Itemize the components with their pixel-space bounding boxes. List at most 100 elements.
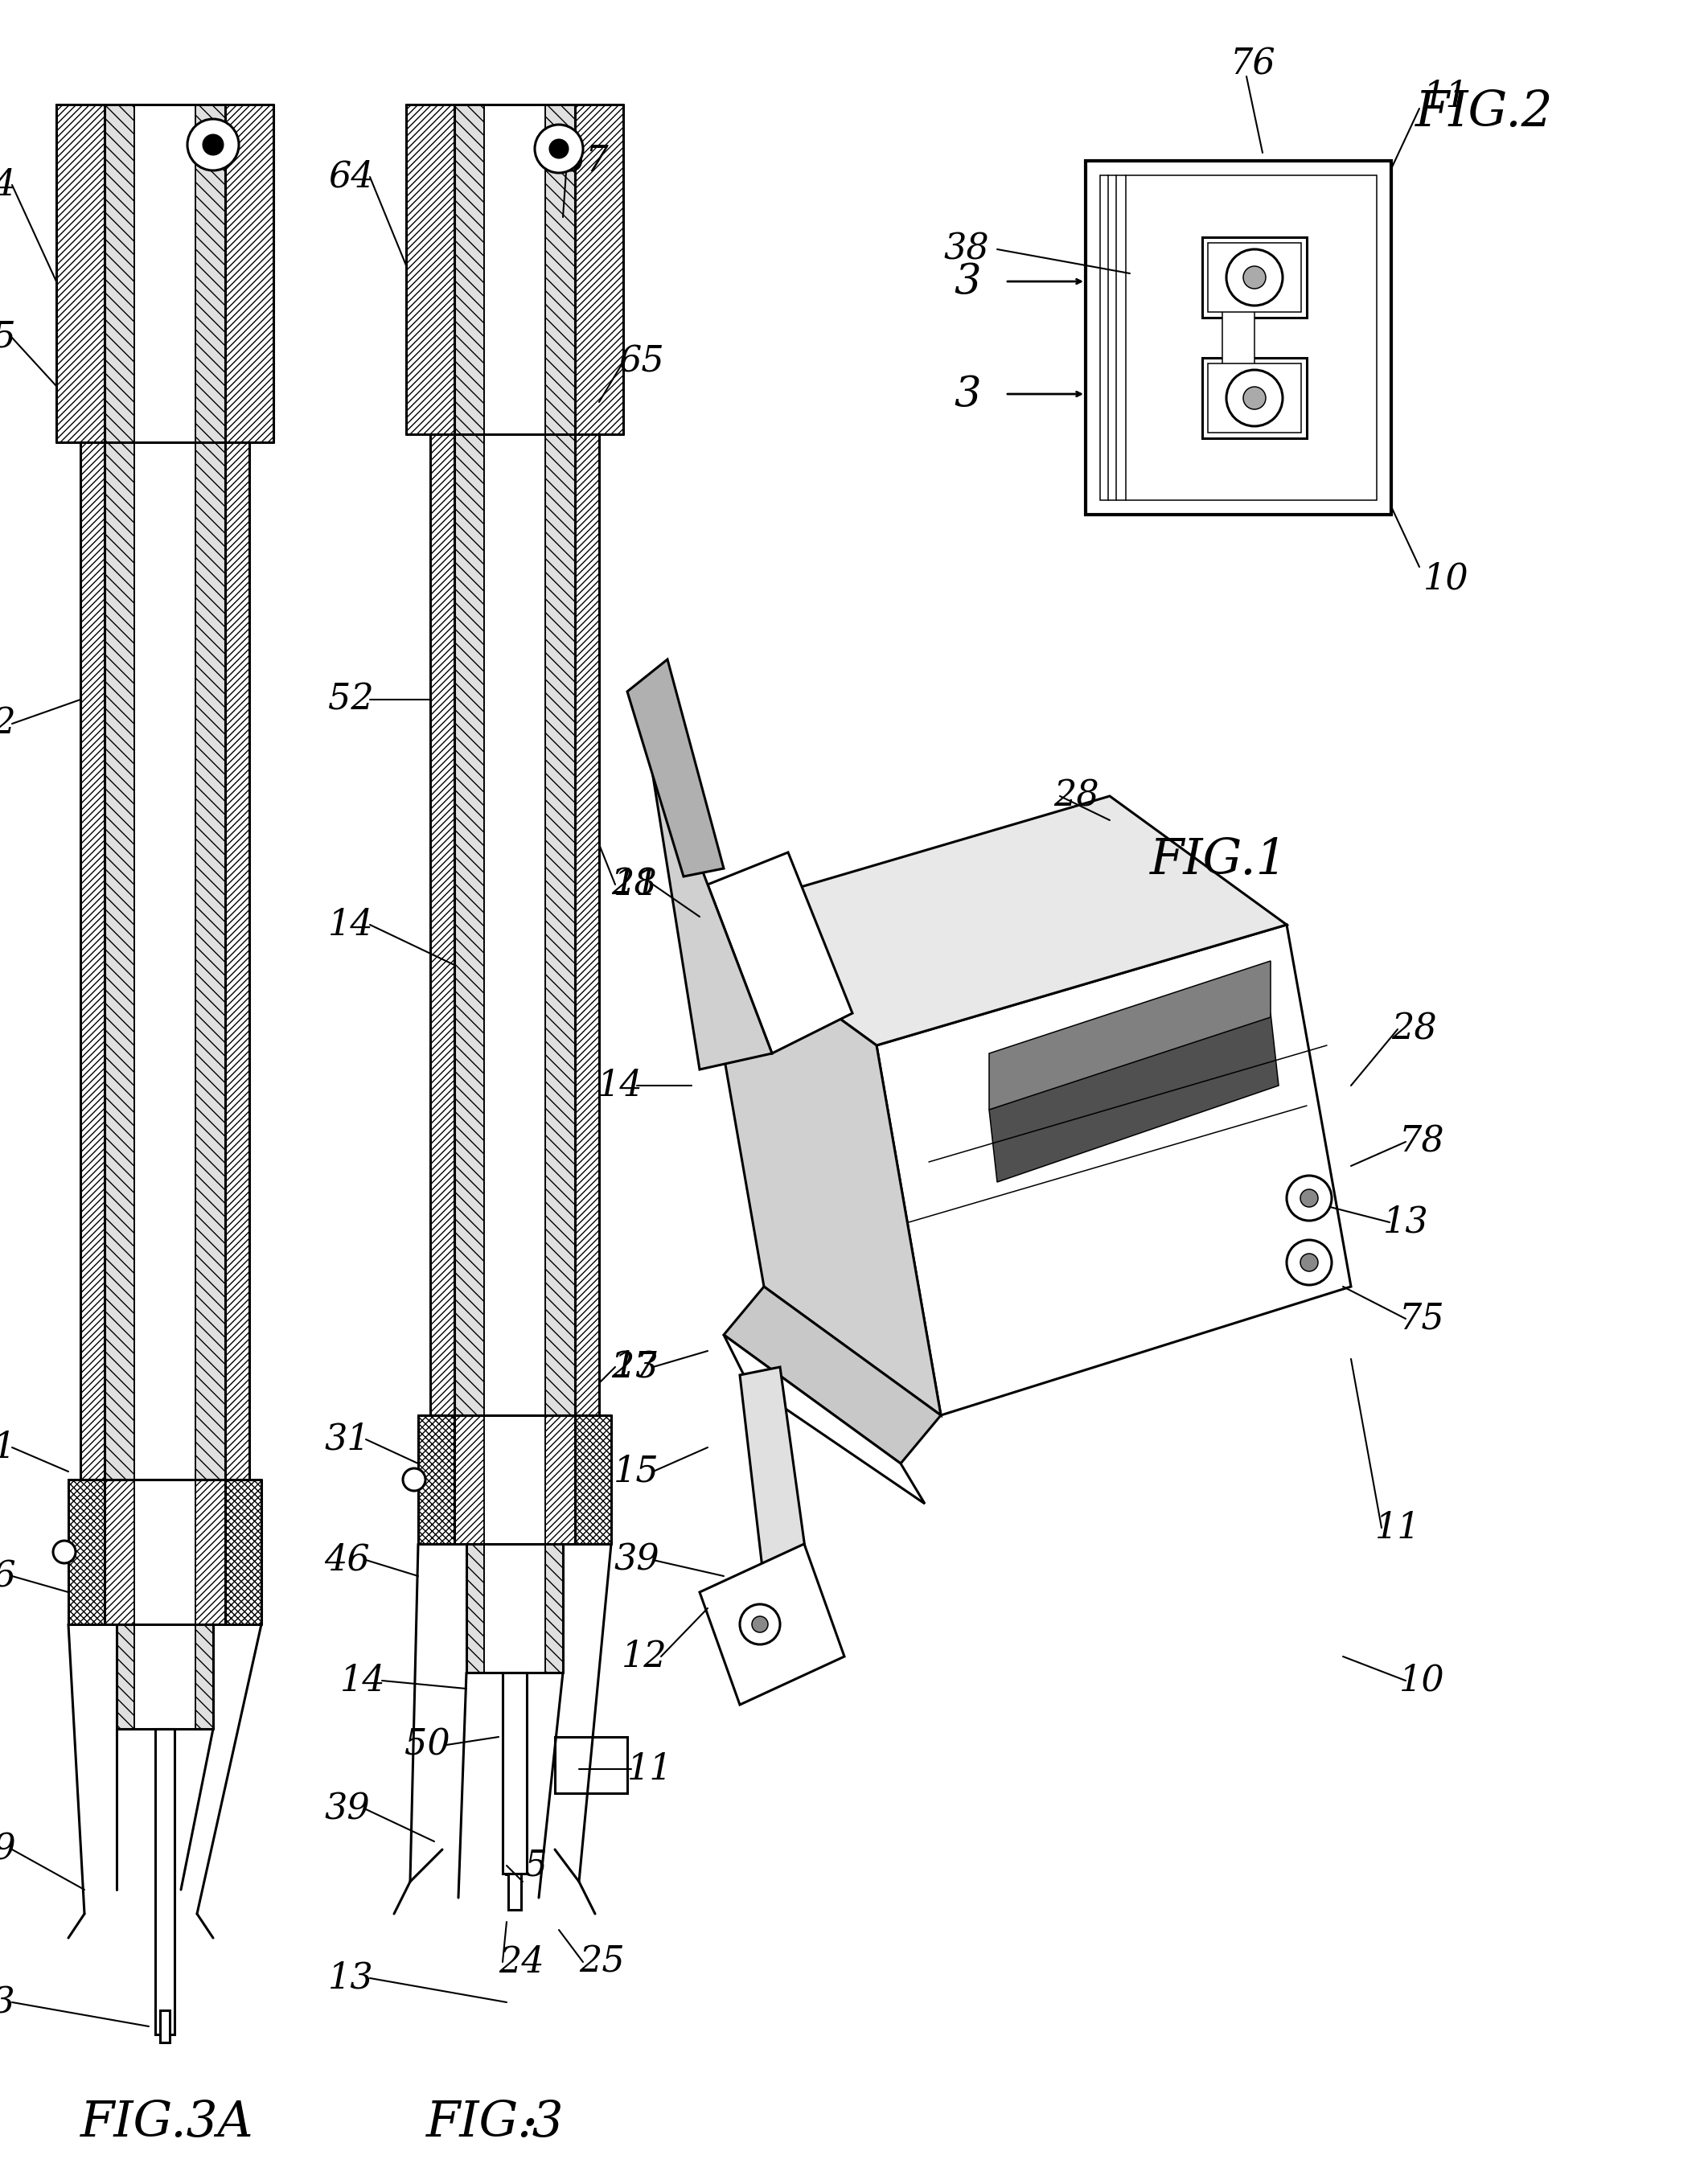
Bar	[575, 435, 598, 1415]
Bar	[484, 435, 546, 1415]
Text: FIG.2: FIG.2	[1416, 90, 1554, 138]
Bar	[224, 105, 274, 443]
Circle shape	[536, 124, 583, 173]
Text: 11: 11	[627, 1752, 673, 1787]
Bar	[68, 1479, 262, 1625]
Circle shape	[1300, 1190, 1318, 1208]
Polygon shape	[700, 917, 940, 1415]
Text: 28: 28	[1391, 1011, 1436, 1046]
Polygon shape	[627, 660, 724, 876]
Text: 57: 57	[563, 144, 609, 179]
Bar	[546, 105, 575, 435]
Bar	[575, 105, 624, 435]
Polygon shape	[724, 1286, 940, 1463]
Text: 50: 50	[405, 1728, 451, 1762]
Polygon shape	[700, 797, 1287, 1046]
Text: 28: 28	[612, 867, 656, 902]
Bar	[466, 1544, 484, 1673]
Polygon shape	[700, 1544, 845, 1706]
Text: 15: 15	[614, 1455, 660, 1489]
Bar	[160, 2009, 170, 2042]
Circle shape	[53, 1540, 75, 1564]
Text: 14: 14	[598, 1068, 643, 1103]
Bar	[134, 105, 196, 443]
Bar	[484, 1415, 546, 1544]
Bar	[554, 1736, 627, 1793]
Circle shape	[1287, 1175, 1331, 1221]
Text: 24: 24	[498, 1944, 544, 1979]
Bar	[196, 1625, 212, 1730]
Circle shape	[751, 1616, 768, 1631]
Text: 14: 14	[340, 1664, 386, 1697]
Text: 13: 13	[1384, 1206, 1428, 1241]
Text: ·: ·	[522, 2099, 539, 2156]
Text: 3: 3	[954, 373, 981, 415]
Bar	[1100, 175, 1377, 500]
Bar	[546, 1544, 563, 1673]
Bar	[503, 1673, 527, 1874]
Bar	[1222, 306, 1255, 369]
Bar	[454, 105, 484, 435]
Text: 39: 39	[325, 1791, 371, 1826]
Bar	[117, 1625, 134, 1730]
Text: 75: 75	[1399, 1302, 1445, 1337]
Bar	[80, 443, 104, 1479]
Bar	[196, 443, 224, 1479]
Bar	[1086, 162, 1391, 515]
Bar	[406, 105, 454, 435]
Polygon shape	[989, 961, 1270, 1109]
Bar	[134, 443, 196, 1479]
Text: 13: 13	[614, 1350, 660, 1385]
Bar	[430, 435, 454, 1415]
Bar	[1202, 238, 1307, 317]
Text: 12: 12	[622, 1640, 668, 1673]
Text: 13: 13	[0, 1985, 15, 2020]
Text: 52: 52	[328, 681, 374, 716]
Text: 10: 10	[1399, 1664, 1445, 1697]
Circle shape	[403, 1468, 425, 1492]
Text: 3: 3	[954, 260, 981, 301]
Text: 25: 25	[580, 1944, 624, 1979]
Text: 10: 10	[1423, 561, 1469, 596]
Bar	[1209, 363, 1300, 432]
Text: 11: 11	[614, 867, 660, 902]
Bar	[418, 1415, 612, 1544]
Circle shape	[204, 135, 223, 155]
Text: 65: 65	[619, 345, 665, 380]
Text: FIG.3A: FIG.3A	[80, 2099, 253, 2147]
Text: 15: 15	[503, 1848, 547, 1883]
Polygon shape	[724, 1334, 925, 1505]
Bar	[104, 105, 134, 443]
Text: 76: 76	[1231, 48, 1277, 81]
Text: 11: 11	[1423, 79, 1469, 114]
Bar	[155, 1730, 175, 2035]
Bar	[1209, 242, 1300, 312]
Bar	[508, 1874, 522, 1909]
Circle shape	[740, 1605, 780, 1645]
Text: 38: 38	[944, 232, 989, 266]
Text: 64: 64	[328, 159, 374, 194]
Text: 13: 13	[328, 1961, 374, 1996]
Text: 65: 65	[0, 321, 15, 356]
Text: 14: 14	[328, 906, 374, 941]
Polygon shape	[989, 1013, 1278, 1182]
Bar	[454, 435, 484, 1415]
Text: 31: 31	[325, 1422, 371, 1457]
Text: 28: 28	[1054, 780, 1100, 812]
Bar	[104, 1479, 224, 1625]
Polygon shape	[740, 1367, 813, 1616]
Bar	[56, 105, 104, 443]
Text: 39: 39	[0, 1832, 15, 1867]
Bar	[134, 1625, 196, 1730]
Text: FIG.1: FIG.1	[1149, 836, 1289, 885]
Circle shape	[1287, 1241, 1331, 1284]
Text: 52: 52	[0, 705, 15, 740]
Circle shape	[187, 118, 238, 170]
Bar	[546, 435, 575, 1415]
Text: 64: 64	[0, 168, 15, 203]
Text: 27: 27	[612, 1350, 656, 1385]
Text: FIG.3: FIG.3	[427, 2099, 564, 2147]
Bar	[224, 443, 250, 1479]
Text: 46: 46	[325, 1542, 371, 1577]
Circle shape	[1300, 1254, 1318, 1271]
